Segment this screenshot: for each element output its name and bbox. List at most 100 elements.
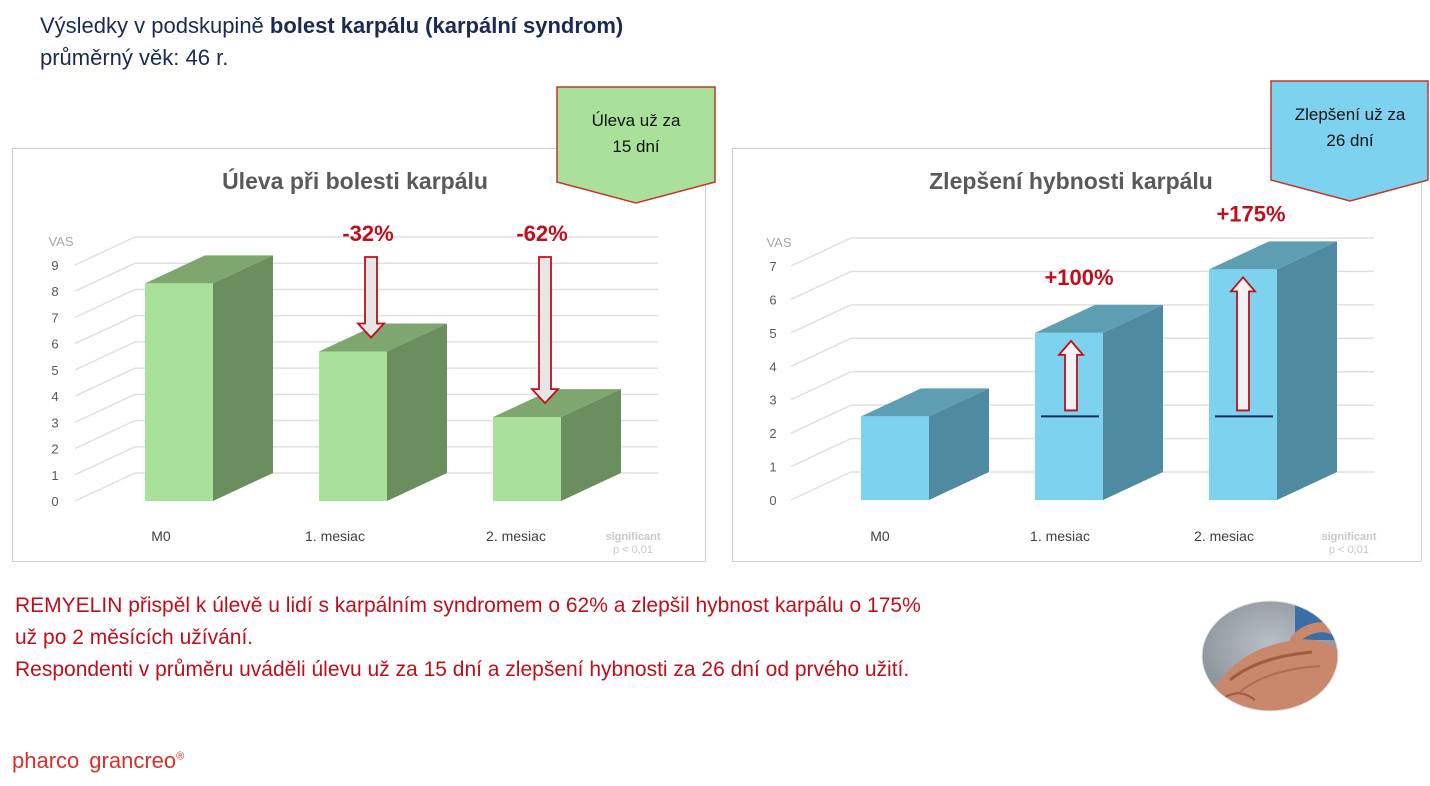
gridline-slant — [74, 446, 136, 476]
summary-line-1: REMYELIN přispěl k úlevě u lidí s karpál… — [15, 594, 921, 617]
logo-grancreo: grancreo — [89, 748, 177, 773]
gridline-slant — [790, 304, 852, 334]
header-prefix: Výsledky v podskupině — [40, 13, 270, 38]
change-label: -62% — [516, 221, 567, 246]
callout-mobility-line2: 26 dní — [1326, 131, 1374, 150]
chart-mobility-svg: Zlepšení hybnosti karpálu 0 1 2 3 4 5 6 7 VAS M0 1.… — [766, 168, 1376, 556]
callout-mobility-text: Zlepšení už za 26 dní — [1270, 102, 1430, 154]
x-tick-label: 1. mesiac — [305, 528, 365, 544]
hand-photo-illustration — [1201, 600, 1339, 712]
callout-mobility-line1: Zlepšení už za — [1294, 105, 1406, 124]
summary-line-3: Respondenti v průměru uváděli úlevu už z… — [15, 658, 910, 681]
significance-note: significant — [605, 531, 660, 543]
callout-relief-shape — [556, 86, 716, 204]
y-tick-label: 4 — [51, 389, 58, 404]
y-tick-label: 0 — [51, 494, 58, 509]
y-tick-label: 5 — [769, 326, 776, 341]
callout-relief-line1: Úleva už za — [591, 111, 681, 130]
gridline-slant — [74, 393, 136, 424]
gridline-slant — [790, 404, 852, 434]
y-axis-label: VAS — [48, 234, 73, 249]
bar-top — [493, 389, 621, 418]
gridline-slant — [74, 472, 136, 502]
y-tick-label: 3 — [51, 415, 58, 430]
x-tick-label: M0 — [870, 528, 890, 544]
bar — [145, 283, 213, 501]
chart-pain-relief: Úleva při bolesti karpálu 0 1 2 3 4 5 6 7 8 9 VAS M0… — [12, 148, 706, 562]
gridline-slant — [790, 270, 852, 301]
bar-side — [929, 388, 989, 500]
down-arrow-icon — [529, 256, 561, 405]
bar — [319, 351, 387, 501]
bar-side — [387, 323, 447, 501]
p-value-note: p < 0,01 — [1329, 544, 1369, 556]
x-tick-label: 2. mesiac — [1194, 528, 1254, 544]
bar-top — [145, 255, 273, 284]
y-tick-label: 1 — [51, 468, 58, 483]
bar-top — [861, 388, 989, 417]
gridline-slant — [74, 314, 136, 345]
gridline-slant — [790, 437, 852, 468]
summary-text: REMYELIN přispěl k úlevě u lidí s karpál… — [15, 590, 1175, 686]
bar-side — [1277, 241, 1337, 500]
y-axis-label: VAS — [766, 235, 791, 250]
gridline-slant — [790, 371, 852, 401]
y-tick-label: 8 — [51, 284, 58, 299]
logo-pharco: pharco — [12, 748, 80, 773]
chart-pain-relief-svg: Úleva při bolesti karpálu 0 1 2 3 4 5 6 7 8 9 VAS M0… — [48, 167, 660, 556]
summary-line-2: už po 2 měsících užívání. — [15, 626, 254, 649]
gridline-slant — [790, 237, 852, 267]
gridline-slant — [74, 367, 136, 397]
bar-top — [1209, 241, 1337, 270]
y-tick-label: 7 — [769, 259, 776, 274]
significance-note: significant — [1321, 531, 1376, 543]
bar-top — [1035, 304, 1163, 333]
bar-side — [213, 255, 273, 501]
p-value-note: p < 0,01 — [613, 544, 653, 556]
y-tick-label: 3 — [769, 393, 776, 408]
callout-mobility-shape — [1270, 80, 1429, 202]
y-tick-label: 1 — [769, 460, 776, 475]
bar-top — [319, 323, 447, 352]
y-tick-label: 5 — [51, 363, 58, 378]
y-tick-label: 6 — [51, 337, 58, 352]
brand-logo: pharco grancreo® — [12, 748, 184, 774]
page-header: Výsledky v podskupině bolest karpálu (ka… — [40, 10, 623, 74]
gridline-slant — [790, 337, 852, 367]
x-tick-label: M0 — [151, 528, 171, 544]
bar — [861, 416, 929, 500]
gridline-slant — [74, 288, 136, 319]
gridline-slant — [74, 236, 136, 266]
chart-title: Zlepšení hybnosti karpálu — [929, 168, 1213, 194]
up-arrow-icon — [1057, 339, 1085, 412]
gridline-slant — [74, 262, 136, 292]
y-tick-label: 7 — [51, 310, 58, 325]
y-tick-label: 6 — [769, 292, 776, 307]
change-label: +100% — [1044, 265, 1113, 290]
gridline-slant — [790, 471, 852, 501]
header-line-1: Výsledky v podskupině bolest karpálu (ka… — [40, 10, 623, 42]
registered-mark-icon: ® — [176, 750, 185, 763]
y-tick-label: 2 — [51, 442, 58, 457]
header-age: průměrný věk: 46 r. — [40, 45, 229, 70]
callout-relief: Úleva už za 15 dní — [556, 86, 716, 204]
up-arrow-icon — [1229, 275, 1257, 412]
y-tick-label: 9 — [51, 258, 58, 273]
x-tick-label: 1. mesiac — [1030, 528, 1090, 544]
callout-relief-line2: 15 dní — [612, 137, 660, 156]
change-label: -32% — [342, 221, 393, 246]
down-arrow-icon — [355, 256, 387, 339]
bar-side — [1103, 304, 1163, 500]
gridline-slant — [74, 341, 136, 371]
chart-title: Úleva při bolesti karpálu — [222, 167, 488, 194]
change-label: +175% — [1216, 201, 1285, 226]
callout-relief-text: Úleva už za 15 dní — [556, 108, 716, 160]
y-tick-label: 2 — [769, 426, 776, 441]
x-tick-label: 2. mesiac — [486, 528, 546, 544]
y-tick-label: 0 — [769, 493, 776, 508]
chart-mobility: Zlepšení hybnosti karpálu 0 1 2 3 4 5 6 7 VAS M0 1.… — [732, 148, 1422, 562]
bar-side — [561, 389, 621, 501]
header-subgroup: bolest karpálu (karpální syndrom) — [269, 13, 624, 38]
y-tick-label: 4 — [769, 359, 776, 374]
callout-mobility: Zlepšení už za 26 dní — [1270, 80, 1430, 202]
